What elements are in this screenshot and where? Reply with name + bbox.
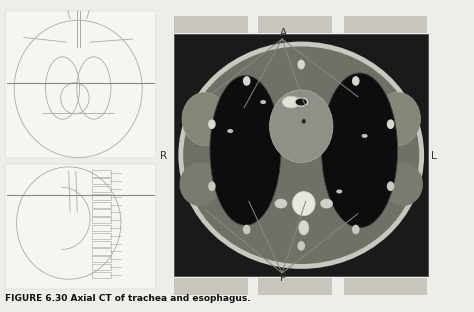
Ellipse shape (243, 76, 250, 86)
FancyBboxPatch shape (5, 164, 156, 289)
FancyBboxPatch shape (258, 16, 332, 33)
Text: L: L (431, 151, 437, 161)
FancyBboxPatch shape (174, 16, 248, 33)
Text: A: A (280, 28, 287, 38)
Ellipse shape (297, 60, 305, 69)
Ellipse shape (320, 199, 333, 208)
Ellipse shape (387, 181, 394, 191)
Ellipse shape (181, 44, 422, 266)
Text: FIGURE 6.30 Axial CT of trachea and esophagus.: FIGURE 6.30 Axial CT of trachea and esop… (5, 294, 250, 303)
Ellipse shape (243, 225, 250, 234)
Ellipse shape (297, 241, 305, 251)
Ellipse shape (210, 76, 281, 225)
Circle shape (362, 134, 368, 138)
Circle shape (282, 96, 300, 108)
Ellipse shape (375, 92, 420, 145)
Text: R: R (160, 151, 167, 161)
FancyBboxPatch shape (344, 16, 427, 33)
Circle shape (227, 129, 233, 133)
Ellipse shape (383, 163, 423, 206)
Ellipse shape (208, 119, 216, 129)
Ellipse shape (301, 119, 306, 124)
Ellipse shape (387, 119, 394, 129)
Circle shape (295, 98, 308, 106)
Ellipse shape (180, 163, 220, 206)
Text: P: P (280, 273, 287, 283)
Ellipse shape (182, 92, 228, 145)
Ellipse shape (352, 225, 360, 234)
Ellipse shape (274, 199, 287, 208)
Ellipse shape (352, 76, 360, 86)
Ellipse shape (321, 73, 398, 228)
Ellipse shape (270, 90, 333, 163)
FancyBboxPatch shape (344, 278, 427, 295)
FancyBboxPatch shape (258, 278, 332, 295)
FancyBboxPatch shape (5, 11, 156, 158)
FancyBboxPatch shape (174, 278, 248, 295)
Ellipse shape (208, 181, 216, 191)
FancyBboxPatch shape (174, 34, 428, 276)
Ellipse shape (292, 192, 315, 216)
Circle shape (260, 100, 266, 104)
Ellipse shape (299, 221, 309, 235)
Circle shape (336, 189, 342, 193)
